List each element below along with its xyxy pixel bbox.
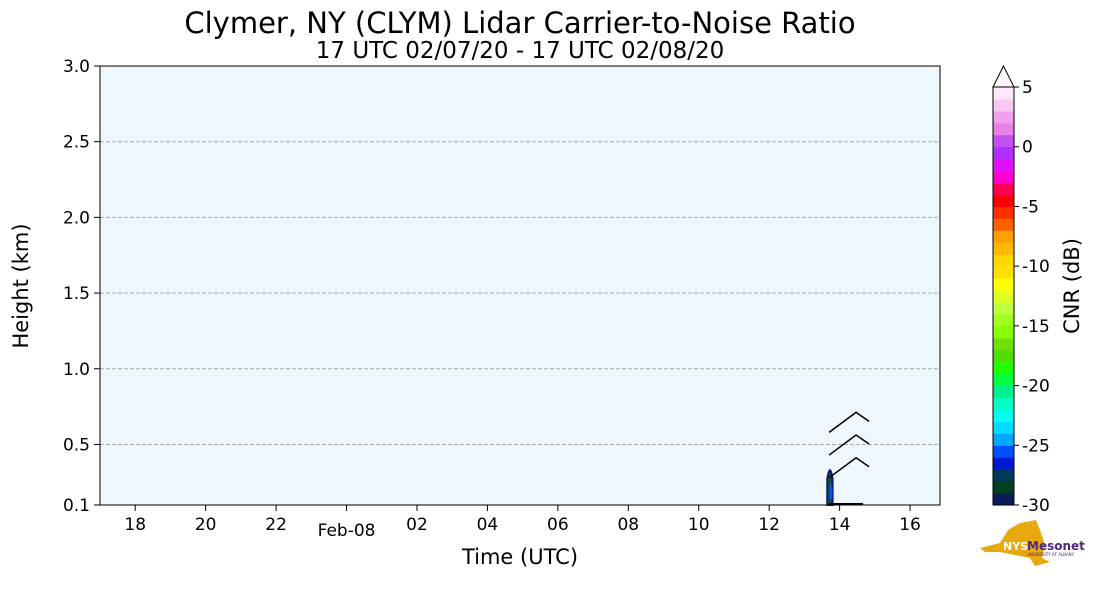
colorbar-segment — [993, 194, 1014, 207]
colorbar-segment — [993, 242, 1014, 255]
colorbar-segment — [993, 493, 1014, 506]
plot-frame — [99, 65, 941, 506]
x-tick-label: 04 — [477, 515, 499, 535]
wind-barb — [828, 434, 870, 456]
cnr-data-patch — [829, 485, 833, 499]
colorbar-segment — [993, 373, 1014, 387]
colorbar-segment — [993, 421, 1014, 434]
colorbar-label: CNR (dB) — [1060, 238, 1084, 334]
colorbar-segment — [993, 122, 1014, 136]
colorbar-segment — [993, 230, 1014, 243]
colorbar-segment — [993, 158, 1014, 172]
chart-title: Clymer, NY (CLYM) Lidar Carrier-to-Noise… — [184, 6, 855, 40]
colorbar-segment — [993, 397, 1014, 410]
wind-barb — [828, 411, 870, 433]
x-tick-label: 06 — [547, 515, 569, 535]
y-tick-label: 0.5 — [63, 435, 90, 455]
x-tick-label: 12 — [758, 515, 780, 535]
colorbar-segment — [993, 361, 1014, 375]
y-tick-label: 3.0 — [63, 57, 90, 77]
colorbar-segment — [993, 87, 1014, 100]
colorbar-extend-arrow — [992, 64, 1015, 88]
colorbar-segment — [993, 325, 1014, 339]
colorbar-segment — [993, 301, 1014, 315]
colorbar-tick-label: -30 — [1022, 496, 1050, 516]
y-tick-label: 2.0 — [63, 208, 90, 228]
x-tick-label: 14 — [829, 515, 851, 535]
y-tick-label: 0.1 — [63, 496, 90, 516]
colorbar-segment — [993, 254, 1014, 267]
chart-subtitle: 17 UTC 02/07/20 - 17 UTC 02/08/20 — [316, 38, 725, 64]
colorbar-segment — [993, 445, 1014, 458]
colorbar-segment — [993, 469, 1014, 482]
logo-subtext: UNIVERSITY AT ALBANY — [1027, 552, 1075, 557]
colorbar-segment — [993, 206, 1014, 219]
colorbar-segment — [993, 290, 1014, 303]
x-axis-label: Time (UTC) — [461, 545, 578, 569]
colorbar-tick-label: -5 — [1022, 197, 1039, 217]
colorbar-tick-label: 5 — [1022, 78, 1033, 98]
colorbar-frame — [992, 86, 1015, 506]
plot-area — [100, 66, 940, 505]
colorbar-tick-label: -20 — [1022, 377, 1050, 397]
x-tick-label: 02 — [406, 515, 428, 535]
colorbar-segment — [993, 218, 1014, 231]
colorbar-segment — [993, 337, 1014, 351]
y-axis-label: Height (km) — [9, 223, 33, 348]
y-tick-label: 2.5 — [63, 133, 90, 153]
colorbar-tick-label: 0 — [1022, 138, 1033, 158]
colorbar-segment — [993, 278, 1014, 291]
colorbar-tick-label: -15 — [1022, 317, 1050, 337]
y-tick-label: 1.0 — [63, 360, 90, 380]
colorbar-segment — [993, 266, 1014, 279]
colorbar-segment — [993, 409, 1014, 422]
y-tick-label: 1.5 — [63, 284, 90, 304]
nys-mesonet-logo: NYS Mesonet UNIVERSITY AT ALBANY — [980, 520, 1085, 566]
colorbar-segment — [993, 433, 1014, 446]
colorbar-segment — [993, 313, 1014, 327]
x-tick-label: 18 — [124, 515, 146, 535]
colorbar-tick-label: -25 — [1022, 436, 1050, 456]
colorbar-segment — [993, 481, 1014, 494]
x-tick-label: 10 — [688, 515, 710, 535]
ny-state-shape — [980, 520, 1050, 566]
x-tick-label: 16 — [899, 515, 921, 535]
logo-text-mesonet: Mesonet — [1027, 539, 1085, 553]
colorbar-segment — [993, 134, 1014, 148]
wind-barb — [828, 456, 870, 479]
colorbar-tick-label: -10 — [1022, 257, 1050, 277]
x-tick-label: 08 — [617, 515, 639, 535]
colorbar-segment — [993, 98, 1014, 112]
colorbar-segment — [993, 182, 1014, 195]
colorbar-segment — [993, 457, 1014, 470]
x-tick-label: Feb-08 — [318, 521, 376, 541]
colorbar-segment — [993, 385, 1014, 399]
colorbar-segment — [993, 110, 1014, 124]
colorbar-segment — [993, 349, 1014, 363]
x-tick-label: 20 — [195, 515, 217, 535]
logo-text-nys: NYS — [1003, 540, 1028, 553]
x-tick-label: 22 — [265, 515, 287, 535]
colorbar-segment — [993, 146, 1014, 160]
colorbar-segment — [993, 170, 1014, 184]
